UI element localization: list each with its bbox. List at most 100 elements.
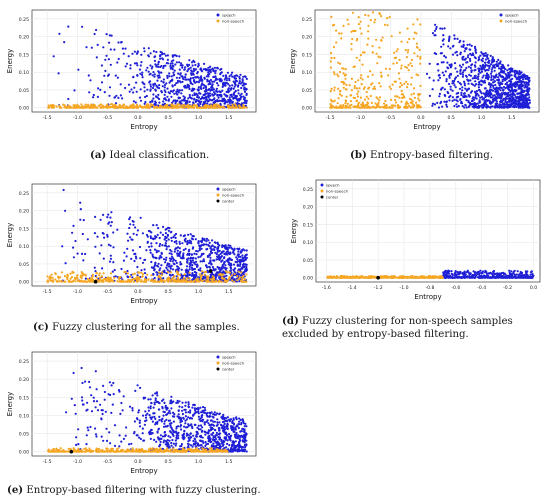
data-point-speech [448, 74, 451, 78]
data-point-speech [238, 280, 241, 283]
data-point-speech [184, 102, 187, 105]
data-point-speech [502, 85, 506, 89]
data-point-speech [216, 255, 219, 258]
data-point-speech [491, 89, 495, 92]
data-point-speech [236, 258, 239, 261]
data-point-non-speech [49, 279, 52, 282]
data-point-speech [157, 70, 160, 73]
data-point-speech [510, 95, 513, 98]
data-point-speech [425, 72, 429, 75]
data-point-speech [149, 237, 153, 240]
data-point-speech [183, 68, 186, 71]
data-point-non-speech [112, 280, 115, 283]
data-point-speech [238, 258, 241, 262]
data-point-speech [525, 272, 528, 275]
caption-b-text: Entropy-based filtering. [366, 150, 494, 161]
data-point-speech [455, 50, 458, 54]
data-point-speech [160, 65, 163, 68]
data-point-non-speech [357, 23, 360, 26]
data-point-non-speech [330, 52, 333, 55]
data-point-speech [139, 257, 142, 260]
data-point-speech [516, 82, 519, 85]
data-point-speech [443, 27, 446, 30]
data-point-speech [512, 272, 515, 275]
data-point-non-speech [126, 272, 129, 275]
data-point-speech [138, 245, 142, 249]
data-point-speech [164, 258, 168, 261]
data-point-speech [189, 257, 192, 260]
data-point-non-speech [397, 72, 400, 75]
data-point-speech [191, 87, 194, 90]
data-point-speech [451, 99, 454, 102]
data-point-speech [199, 269, 202, 272]
data-point-speech [195, 249, 198, 253]
data-point-speech [158, 97, 161, 101]
data-point-non-speech [329, 90, 332, 93]
data-point-speech [510, 275, 513, 278]
data-point-speech [217, 96, 220, 99]
data-point-speech [227, 263, 230, 266]
data-point-speech [100, 244, 103, 247]
data-point-speech [232, 87, 235, 90]
data-point-non-speech [211, 275, 214, 278]
data-point-non-speech [332, 100, 335, 103]
data-point-speech [151, 65, 154, 68]
data-point-speech [428, 94, 431, 97]
data-point-speech [204, 85, 207, 88]
data-point-non-speech [400, 89, 403, 93]
data-point-speech [465, 99, 468, 102]
data-point-speech [228, 96, 231, 99]
data-point-speech [450, 63, 453, 66]
data-point-speech [486, 53, 489, 56]
data-point-speech [459, 39, 462, 42]
data-point-speech [499, 68, 503, 71]
data-point-speech [528, 96, 531, 99]
data-point-speech [459, 72, 462, 75]
data-point-speech [233, 270, 236, 273]
data-point-speech [139, 216, 142, 219]
data-point-speech [181, 66, 184, 69]
data-point-speech [231, 247, 234, 250]
data-point-speech [233, 253, 236, 256]
data-point-speech [152, 97, 155, 100]
data-point-non-speech [359, 54, 362, 57]
data-point-speech [169, 274, 173, 277]
data-point-speech [227, 98, 230, 102]
data-point-speech [117, 41, 120, 44]
data-point-non-speech [201, 280, 204, 283]
data-point-speech [199, 260, 202, 263]
data-point-speech [500, 76, 503, 79]
data-point-speech [499, 94, 502, 97]
data-point-non-speech [371, 73, 374, 76]
data-point-speech [245, 77, 248, 80]
data-point-non-speech [419, 106, 422, 109]
data-point-non-speech [60, 271, 64, 274]
data-point-speech [496, 89, 499, 92]
data-point-speech [457, 104, 460, 108]
data-point-speech [163, 52, 166, 55]
data-point-speech [445, 100, 448, 104]
data-point-non-speech [71, 280, 74, 283]
data-point-speech [239, 73, 242, 76]
data-point-non-speech [360, 103, 363, 106]
data-point-non-speech [375, 96, 378, 99]
data-point-speech [143, 258, 146, 262]
data-point-non-speech [168, 277, 171, 280]
data-point-non-speech [74, 277, 78, 280]
data-point-speech [474, 80, 477, 83]
data-point-speech [163, 83, 167, 87]
data-point-speech [206, 254, 209, 258]
data-point-speech [150, 266, 153, 269]
data-point-non-speech [218, 273, 221, 276]
data-point-speech [520, 98, 523, 101]
data-point-speech [200, 70, 204, 73]
data-point-non-speech [186, 277, 189, 280]
data-point-speech [473, 64, 476, 67]
data-point-speech [207, 96, 210, 99]
data-point-non-speech [173, 106, 176, 109]
data-point-speech [214, 75, 217, 78]
data-point-non-speech [396, 48, 399, 51]
data-point-non-speech [349, 94, 353, 97]
data-point-speech [484, 61, 487, 64]
data-point-speech [215, 273, 218, 277]
